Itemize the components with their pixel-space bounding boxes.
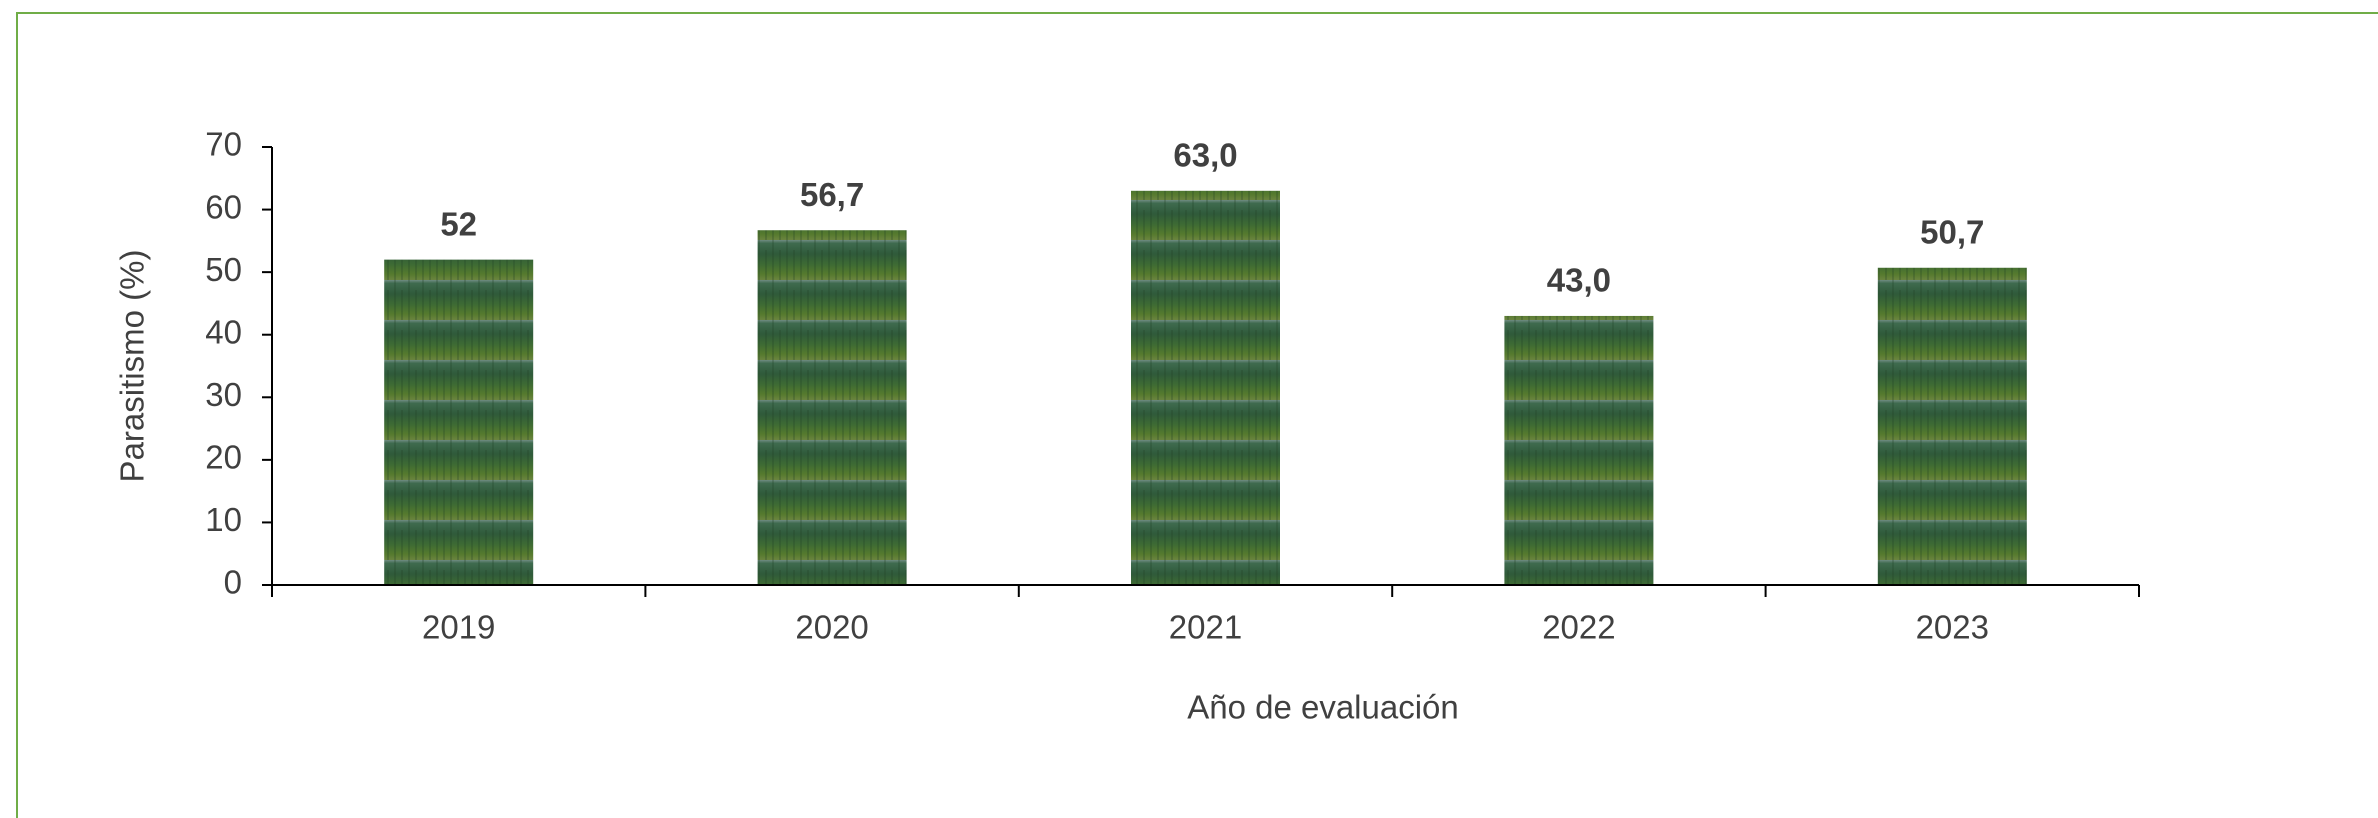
- x-tick-label: 2020: [795, 609, 868, 646]
- value-label: 52: [440, 205, 477, 242]
- x-tick-label: 2023: [1916, 609, 1989, 646]
- bar: [757, 230, 907, 585]
- x-axis-title: Año de evaluación: [1187, 689, 1459, 726]
- bar: [1131, 190, 1280, 586]
- value-label: 56,7: [800, 176, 864, 213]
- frame: [16, 12, 2378, 818]
- y-tick-label: 60: [205, 188, 242, 225]
- bar: [1877, 267, 2027, 585]
- bar: [1504, 315, 1654, 585]
- y-tick-label: 40: [205, 313, 242, 350]
- bar: [384, 259, 534, 585]
- y-tick-label: 50: [205, 251, 242, 288]
- value-label: 43,0: [1547, 262, 1611, 299]
- y-tick-label: 30: [205, 376, 242, 413]
- y-axis-title: Parasitismo (%): [114, 250, 151, 483]
- x-tick-label: 2021: [1169, 609, 1242, 646]
- value-label: 63,0: [1173, 137, 1237, 174]
- value-label: 50,7: [1920, 213, 1984, 250]
- y-tick-label: 20: [205, 439, 242, 476]
- x-tick-label: 2022: [1542, 609, 1615, 646]
- y-tick-label: 70: [205, 126, 242, 163]
- y-tick-label: 0: [224, 564, 242, 601]
- x-tick-label: 2019: [422, 609, 495, 646]
- y-tick-label: 10: [205, 501, 242, 538]
